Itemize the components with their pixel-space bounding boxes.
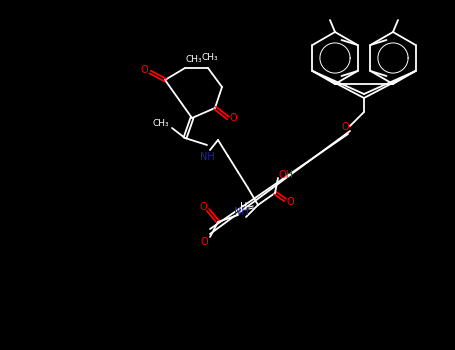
Text: NH: NH	[233, 207, 248, 217]
Text: H: H	[240, 202, 248, 212]
Text: O: O	[140, 65, 148, 75]
Text: CH₃: CH₃	[186, 56, 202, 64]
Text: O: O	[229, 113, 237, 123]
Text: O: O	[286, 197, 294, 207]
Text: O: O	[199, 202, 207, 212]
Text: O: O	[200, 237, 208, 247]
Text: CH₃: CH₃	[153, 119, 169, 128]
Text: O: O	[341, 122, 349, 132]
Text: CH₃: CH₃	[202, 54, 218, 63]
Text: OH: OH	[278, 170, 293, 180]
Text: NH: NH	[200, 152, 214, 162]
